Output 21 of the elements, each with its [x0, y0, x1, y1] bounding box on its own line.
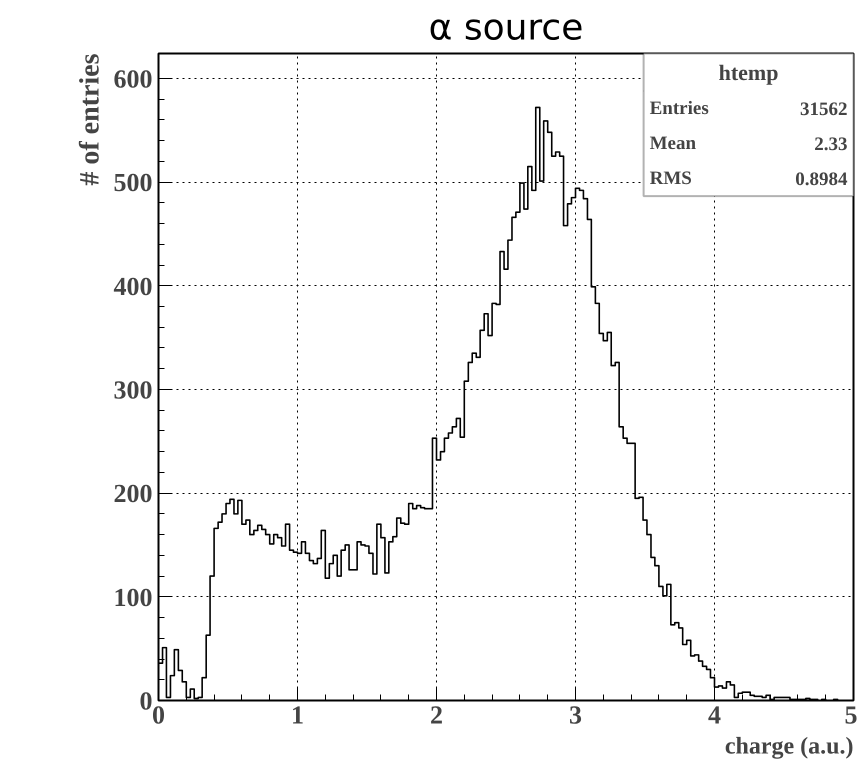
- annotation: 2.33: [814, 134, 848, 156]
- y-tick-label: 100: [114, 582, 152, 612]
- annotation: htemp: [718, 60, 778, 85]
- annotation: 0.8984: [795, 169, 848, 190]
- annotation: Entries: [650, 98, 709, 120]
- y-tick-label: 400: [114, 272, 152, 301]
- annotation: 31562: [800, 99, 848, 120]
- y-tick-label: 600: [114, 64, 152, 94]
- y-tick-label: 200: [114, 479, 152, 508]
- y-tick-label: 500: [114, 168, 152, 198]
- annotation: Mean: [650, 133, 696, 154]
- x-tick-label: 2: [430, 700, 443, 730]
- annotation: RMS: [650, 168, 692, 190]
- chart-title: α source: [428, 8, 584, 48]
- y-tick-label: 300: [114, 375, 152, 404]
- x-tick-label: 4: [708, 700, 721, 730]
- x-tick-label: 1: [291, 700, 304, 730]
- x-axis-title: charge (a.u.): [724, 734, 854, 760]
- y-axis-title: # of entries: [74, 53, 106, 186]
- x-tick-label: 5: [844, 700, 857, 730]
- x-tick-label: 3: [569, 700, 582, 730]
